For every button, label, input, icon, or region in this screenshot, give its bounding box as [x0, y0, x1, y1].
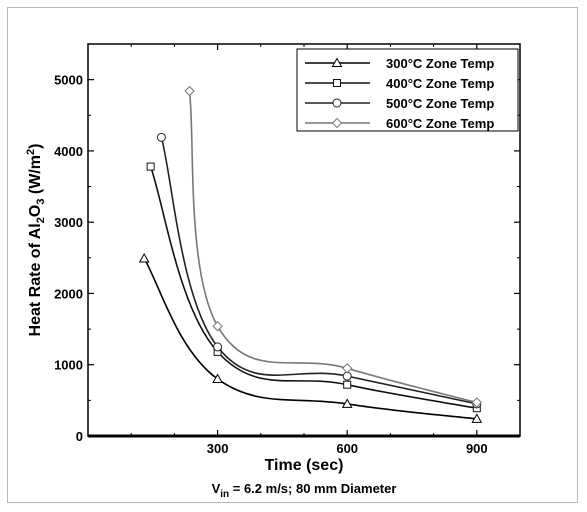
x-axis-title: Time (sec) [265, 457, 344, 474]
y-tick-label: 1000 [54, 358, 83, 373]
legend-entry-2: 400°C Zone Temp [305, 76, 494, 91]
chart-caption: Vin = 6.2 m/s; 80 mm Diameter [212, 481, 397, 500]
data-point-diamond [184, 85, 195, 97]
legend: 300°C Zone Temp 400°C Zone Temp 500°C Zone… [296, 48, 519, 132]
legend-marker-circle [332, 98, 342, 108]
series-line [160, 137, 477, 405]
series-4 [184, 85, 483, 408]
legend-label: 400°C Zone Temp [386, 76, 494, 91]
legend-marker-diamond [331, 117, 343, 129]
series-layer [138, 85, 483, 423]
data-point-square [146, 162, 155, 171]
legend-label: 600°C Zone Temp [386, 116, 494, 131]
data-point-triangle [138, 253, 150, 263]
data-point-diamond [471, 397, 483, 408]
data-point-circle [213, 342, 223, 352]
legend-marker-square [333, 79, 341, 87]
series-line [149, 166, 477, 409]
data-point-triangle [341, 398, 353, 408]
series-1 [138, 253, 483, 423]
y-tick-label: 2000 [54, 286, 83, 301]
x-tick-label: 300 [207, 441, 229, 456]
series-2 [146, 162, 481, 413]
series-line [188, 90, 478, 404]
legend-entry-3: 500°C Zone Temp [305, 96, 494, 111]
axes: 300 600 900 0 1000 2000 3000 4000 5000 [54, 44, 520, 456]
x-tick-label: 600 [336, 441, 358, 456]
data-point-diamond [212, 321, 223, 332]
series-line [143, 258, 477, 420]
data-point-diamond [341, 363, 353, 374]
y-tick-label: 0 [76, 429, 83, 444]
x-tick-label: 900 [466, 441, 488, 456]
legend-entry-4: 600°C Zone Temp [305, 116, 494, 131]
legend-entry-1: 300°C Zone Temp [305, 56, 494, 71]
legend-label: 300°C Zone Temp [386, 56, 494, 71]
legend-marker-triangle [331, 57, 343, 67]
y-tick-label: 3000 [54, 215, 83, 230]
y-tick-label: 5000 [54, 73, 83, 88]
data-point-circle [156, 132, 166, 142]
data-point-square [343, 380, 352, 389]
series-3 [156, 132, 482, 409]
data-point-triangle [212, 373, 223, 383]
data-point-triangle [471, 413, 483, 423]
legend-label: 500°C Zone Temp [386, 96, 494, 111]
y-axis-title: Heat Rate of Al2O3 (W/m2) [25, 144, 47, 337]
y-tick-label: 4000 [54, 144, 83, 159]
